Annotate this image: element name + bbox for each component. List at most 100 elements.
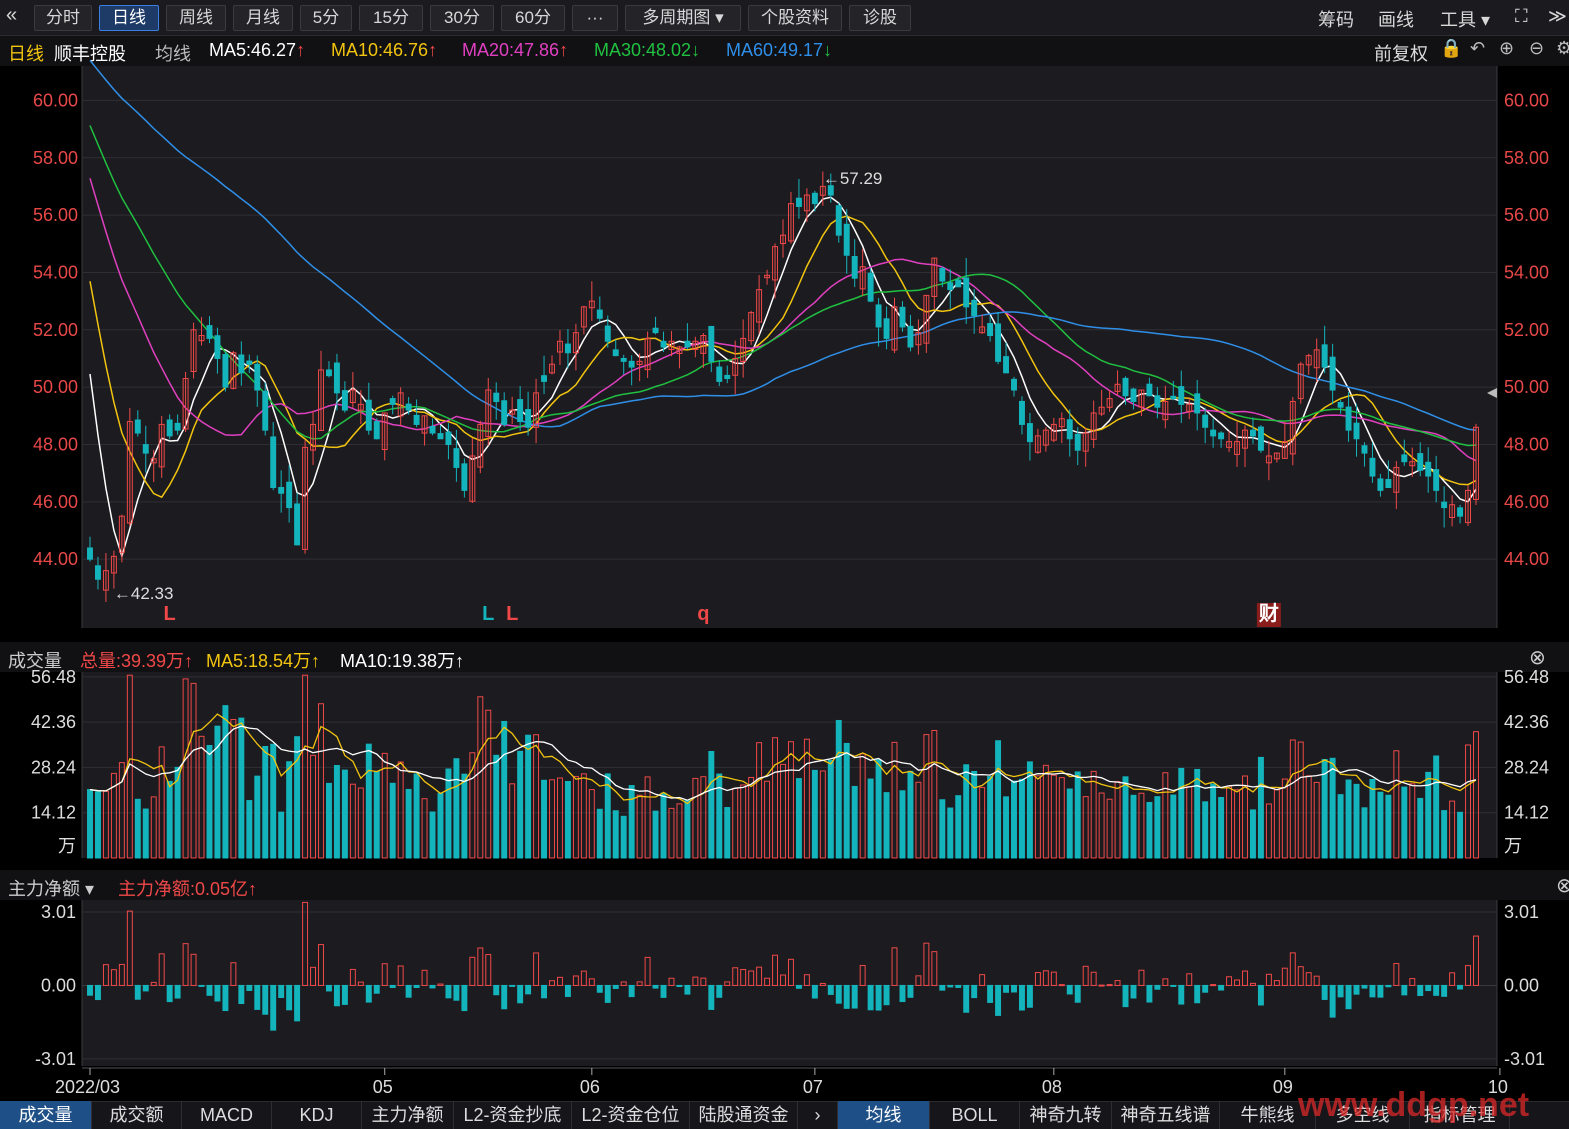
period-button-weekly[interactable]: 周线 [166,5,226,31]
candle-down [1417,453,1424,471]
volume-bar-up [1034,775,1041,859]
period-button-30min[interactable]: 30分 [430,5,494,31]
period-button-daily[interactable]: 日线 [99,5,159,31]
candle-up [756,289,763,323]
multi-period-dropdown[interactable]: 多周期图 ▾ [625,5,741,31]
event-marker: L [482,603,494,625]
indicator-tab-5[interactable]: L2-资金抄底 [454,1101,572,1129]
indicator-tab-1[interactable]: 成交额 [92,1101,182,1129]
indicator-tab-3[interactable]: KDJ [272,1101,362,1129]
ma-label[interactable]: 均线 [155,44,191,64]
volume-label[interactable]: 成交量 [8,651,62,671]
net-flow-dropdown[interactable]: 主力净额 ▾ [8,879,95,899]
candle-down [413,414,420,425]
period-button-5min[interactable]: 5分 [300,5,352,31]
net-flow-bar-positive [692,976,699,986]
chevron-icon[interactable]: ≫ [1548,6,1567,26]
volume-bar-down [429,811,436,859]
settings-icon[interactable]: ⚙ [1556,38,1569,58]
indicator-tab-6[interactable]: L2-资金仓位 [572,1101,690,1129]
ma10-line [89,215,1477,499]
price-panel-bg [82,66,1497,628]
chips-button[interactable]: 筹码 [1318,10,1354,30]
candle-down [1377,478,1384,491]
candle-down [939,267,946,282]
overlay-tab-5[interactable]: 多空线 [1316,1101,1410,1129]
net-flow-bar-negative [604,984,611,1003]
volume-bar-down [142,808,149,859]
undo-icon[interactable]: ↶ [1470,38,1486,58]
candle-down [246,360,253,365]
volume-ma10-line [89,725,1477,801]
overlay-tab-4[interactable]: 牛熊线 [1220,1101,1316,1129]
close-icon[interactable]: ⊗ [1556,875,1569,897]
close-icon[interactable]: ⊗ [1529,647,1546,669]
net-flow-bar-positive [118,963,125,986]
net-flow-bar-positive [190,953,197,986]
candle-down [1337,402,1344,408]
adjust-mode-button[interactable]: 前复权 [1374,44,1428,64]
candle-down [827,185,834,196]
diagnose-button[interactable]: 诊股 [849,5,911,31]
candle-up [1273,452,1280,460]
stock-profile-button[interactable]: 个股资料 [748,5,842,31]
volume-bar-down [453,758,460,859]
candle-down [708,325,715,362]
lock-icon[interactable]: 🔒 [1440,38,1463,58]
up-arrow-icon: ↑ [428,40,438,60]
indicator-tab-7[interactable]: 陆股通资金 [690,1101,798,1129]
net-flow-bar-negative [166,984,173,1003]
candle-down [987,323,994,337]
period-button-intraday[interactable]: 分时 [34,5,92,31]
zoom-out-icon[interactable]: ⊖ [1529,38,1545,58]
indicator-tab-0[interactable]: 成交量 [0,1101,92,1129]
candle-down [270,436,277,488]
volume-tick-label-right: 56.48 [1504,667,1549,687]
net-flow-bar-positive [469,956,476,986]
net-flow-bar-positive [1289,952,1296,986]
candle-up [1265,455,1272,464]
net-flow-bar-positive [588,978,595,986]
net-flow-bar-positive [102,964,109,986]
candle-down [134,419,141,434]
candle-down [1361,445,1368,454]
overlay-tab-6[interactable]: 指标管理 [1410,1101,1510,1129]
net-flow-bar-negative [947,984,954,988]
net-flow-bar-negative [1122,984,1129,1008]
net-flow-bar-negative [851,984,858,1009]
candle-up [1034,435,1041,453]
double-chevron-left-icon[interactable]: « [6,4,18,26]
net-flow-bar-positive [1186,973,1193,986]
ma5-legend: MA5:46.27↑ [209,40,305,61]
net-flow-bar-positive [1162,978,1169,986]
volume-bar-down [1146,801,1153,859]
overlay-tab-3[interactable]: 神奇五线谱 [1112,1101,1220,1129]
volume-unit-right: 万 [1504,836,1522,856]
ma60-line [89,59,1477,431]
candle-down [907,325,914,348]
indicator-tab-2[interactable]: MACD [182,1101,272,1129]
period-button-15min[interactable]: 15分 [359,5,423,31]
tools-dropdown[interactable]: 工具 ▾ [1440,10,1491,30]
period-button-60min[interactable]: 60分 [501,5,565,31]
period-button-monthly[interactable]: 月线 [233,5,293,31]
candle-down [341,390,348,411]
zoom-in-icon[interactable]: ⊕ [1499,38,1515,58]
more-periods-button[interactable]: ··· [572,5,618,31]
candle-down [1178,386,1185,405]
overlay-tab-2[interactable]: 神奇九转 [1020,1101,1112,1129]
stock-chart[interactable]: 60.00 60.00 58.00 58.00 56.00 56.00 54.00 54.00… [0,0,1569,1100]
indicator-tab-4[interactable]: 主力净额 [362,1101,454,1129]
candle-down [875,304,882,328]
overlay-tab-1[interactable]: BOLL [930,1101,1020,1129]
candle-up [549,363,555,374]
volume-bar-down [325,782,332,859]
draw-line-button[interactable]: 画线 [1378,10,1414,30]
candle-up [1449,504,1456,519]
tabs-scroll-right-icon[interactable]: › [798,1101,838,1129]
ma10-legend: MA10:46.76↑ [331,40,437,61]
volume-bar-down [389,782,396,859]
overlay-tab-0[interactable]: 均线 [838,1101,930,1129]
candle-down [1210,429,1217,437]
fullscreen-icon[interactable]: ⛶ [1515,6,1528,26]
